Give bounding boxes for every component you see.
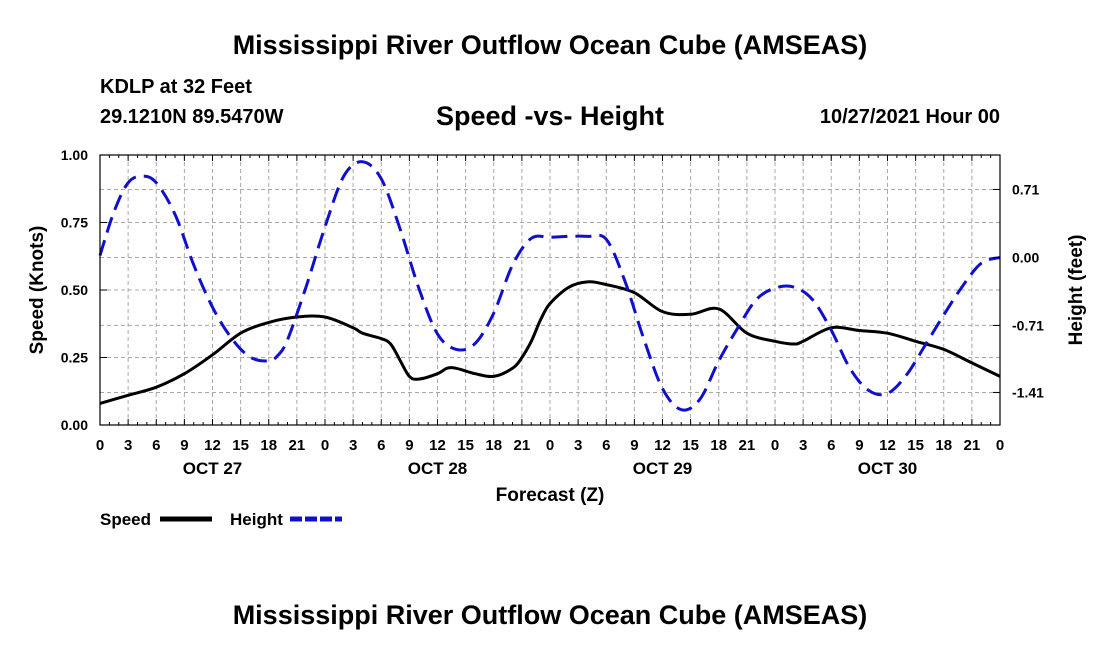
x-tick-label: 12 — [654, 437, 671, 454]
x-tick-label: 0 — [771, 437, 779, 454]
legend-label-height: Height — [230, 510, 283, 529]
x-tick-label: 0 — [96, 437, 104, 454]
y-tick-label: 0.25 — [61, 350, 88, 366]
day-label: OCT 30 — [858, 459, 918, 478]
x-tick-label: 18 — [260, 437, 277, 454]
x-tick-label: 9 — [405, 437, 413, 454]
x-tick-label: 3 — [799, 437, 807, 454]
legend: Speed Height — [100, 510, 342, 529]
x-tick-label: 21 — [289, 437, 306, 454]
x-axis-label: Forecast (Z) — [496, 485, 605, 506]
speed-series-line — [99, 280, 1001, 405]
x-tick-label: 6 — [377, 437, 385, 454]
y-axis-label-right: Height (feet) — [1066, 235, 1087, 346]
y2-tick-label: -1.41 — [1012, 384, 1044, 400]
y-axis-label-left: Speed (Knots) — [27, 226, 48, 355]
day-label: OCT 27 — [183, 459, 243, 478]
chart-title: Mississippi River Outflow Ocean Cube (AM… — [232, 30, 868, 60]
x-tick-label: 18 — [710, 437, 727, 454]
x-tick-label: 3 — [349, 437, 357, 454]
height-series-line — [98, 160, 1001, 412]
legend-label-speed: Speed — [100, 510, 151, 529]
x-tick-label: 3 — [574, 437, 582, 454]
y2-tick-label: 0.00 — [1012, 249, 1039, 265]
x-tick-label: 0 — [546, 437, 554, 454]
x-tick-label: 9 — [855, 437, 863, 454]
x-tick-label: 0 — [996, 437, 1004, 454]
x-tick-label: 9 — [180, 437, 188, 454]
station-coordinates: 29.1210N 89.5470W — [100, 106, 284, 128]
x-tick-label: 12 — [429, 437, 446, 454]
x-tick-label: 18 — [935, 437, 952, 454]
y2-tick-label: -0.71 — [1012, 317, 1044, 333]
x-tick-label: 0 — [321, 437, 329, 454]
x-tick-label: 18 — [485, 437, 502, 454]
x-tick-label: 15 — [232, 437, 249, 454]
y2-tick-label: 0.71 — [1012, 181, 1039, 197]
grid-layer — [100, 155, 1000, 425]
axes-layer: 0 3 6 9 12 15 18 21 0 3 6 9 12 15 18 21 0 3 6 9 12 15 18 21 0 3 6 9… — [27, 147, 1087, 506]
day-label: OCT 28 — [408, 459, 468, 478]
x-tick-label: 21 — [739, 437, 756, 454]
y-tick-label: 0.50 — [61, 282, 88, 298]
forecast-datetime: 10/27/2021 Hour 00 — [819, 106, 1000, 128]
x-tick-label: 6 — [602, 437, 610, 454]
x-tick-label: 15 — [682, 437, 699, 454]
x-tick-label: 3 — [124, 437, 132, 454]
station-label: KDLP at 32 Feet — [100, 76, 252, 98]
x-tick-label: 12 — [204, 437, 221, 454]
x-tick-label: 12 — [879, 437, 896, 454]
chart-subtitle: Speed -vs- Height — [435, 101, 665, 131]
x-tick-label: 6 — [152, 437, 160, 454]
x-tick-label: 9 — [630, 437, 638, 454]
x-tick-label: 15 — [907, 437, 924, 454]
y-tick-label: 1.00 — [61, 147, 88, 163]
x-tick-label: 15 — [457, 437, 474, 454]
y-tick-label: 0.75 — [61, 215, 88, 231]
series-layer — [98, 160, 1001, 412]
day-label: OCT 29 — [633, 459, 693, 478]
x-tick-label: 6 — [827, 437, 835, 454]
footer-title: Mississippi River Outflow Ocean Cube (AM… — [232, 600, 868, 630]
x-tick-label: 21 — [514, 437, 531, 454]
x-tick-label: 21 — [964, 437, 981, 454]
y-tick-label: 0.00 — [61, 417, 88, 433]
